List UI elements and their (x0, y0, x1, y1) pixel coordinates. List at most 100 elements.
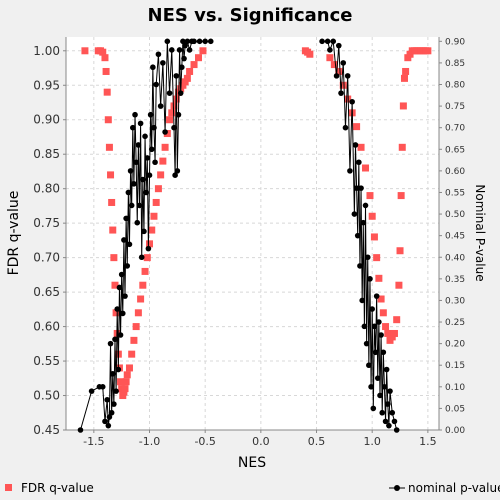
pval-point (122, 293, 128, 299)
fdr-point (159, 157, 167, 165)
pval-point (135, 142, 142, 148)
fdr-point (154, 185, 162, 193)
pval-point (132, 111, 138, 118)
pval-point (182, 42, 188, 49)
fdr-point (400, 74, 408, 82)
fdr-point (137, 295, 145, 303)
pval-point (147, 111, 154, 118)
pval-point (102, 418, 108, 425)
pval-point (153, 81, 159, 88)
pval-point (106, 414, 113, 420)
y2-tick-label: 0.55 (445, 188, 465, 198)
x-axis-label: NES (238, 455, 266, 471)
y2-tick-label: 0.25 (445, 318, 465, 328)
pval-point (347, 168, 353, 174)
fdr-point (344, 95, 352, 103)
pval-point (166, 90, 173, 96)
y2-tick-label: 0.15 (445, 361, 465, 371)
chart-title: NES vs. Significance (148, 5, 353, 26)
pval-point (138, 254, 145, 261)
pval-point (364, 254, 371, 261)
fdr-point (148, 226, 156, 234)
pval-point (352, 142, 359, 148)
y-tick-label: 0.95 (33, 78, 60, 92)
fdr-point (199, 47, 207, 55)
pval-point (393, 427, 400, 433)
pval-point (173, 73, 180, 79)
pval-point (114, 306, 121, 312)
fdr-point (402, 67, 410, 75)
fdr-point (398, 143, 406, 151)
fdr-point (130, 336, 138, 344)
pval-point (368, 384, 374, 390)
fdr-point (370, 233, 378, 241)
x-tick-label: -0.5 (194, 435, 215, 448)
fdr-point (373, 254, 381, 262)
fdr-point (362, 164, 370, 172)
pval-point (142, 133, 148, 140)
pval-point (349, 98, 355, 105)
fdr-point (366, 192, 374, 200)
legend-pval-label: nominal p-value (408, 481, 500, 495)
pval-point (171, 124, 177, 131)
pval-point (191, 38, 197, 45)
pval-point (181, 55, 187, 62)
pval-point (117, 332, 124, 338)
pval-point (125, 189, 132, 196)
fdr-point (105, 143, 113, 151)
pval-point (196, 38, 203, 45)
pval-point (370, 405, 377, 412)
pval-point (162, 129, 168, 135)
pval-point (389, 409, 396, 416)
fdr-point (330, 61, 338, 69)
pval-point (88, 388, 95, 394)
pval-point (107, 340, 114, 347)
y2-tick-label: 0.65 (445, 145, 465, 155)
fdr-point (353, 123, 361, 131)
pval-point (373, 293, 380, 299)
fdr-point (102, 67, 110, 75)
pval-point (133, 159, 139, 166)
fdr-point (397, 192, 405, 200)
fdr-point (81, 47, 89, 55)
fdr-point (194, 54, 202, 62)
fdr-point (123, 371, 131, 379)
pval-point (371, 323, 378, 330)
fdr-point (108, 198, 116, 206)
pval-point (105, 422, 112, 429)
pval-point (126, 241, 133, 248)
pval-point (118, 271, 125, 278)
pval-point (136, 202, 143, 209)
fdr-point (111, 281, 119, 289)
y-tick-label: 0.50 (33, 389, 60, 403)
fdr-point (107, 171, 115, 179)
pval-point (134, 219, 141, 226)
pval-point (176, 47, 183, 53)
fdr-point (306, 50, 314, 58)
fdr-point (134, 309, 142, 317)
y2-tick-label: 0.20 (445, 340, 465, 350)
pval-point (357, 263, 363, 269)
pval-point (340, 60, 347, 66)
pval-point (381, 384, 388, 390)
pval-point (330, 38, 337, 45)
y-tick-label: 0.45 (33, 423, 60, 437)
fdr-point (183, 74, 191, 82)
series-fdr-q-value (81, 47, 432, 400)
pval-point (152, 159, 158, 166)
y-tick-label: 0.75 (33, 216, 60, 230)
fdr-point (399, 102, 407, 110)
x-tick-label: 0.5 (308, 435, 326, 448)
pval-point (150, 64, 156, 71)
pval-point (344, 73, 351, 79)
pval-point (333, 73, 340, 79)
fdr-point (190, 61, 198, 69)
pval-point (367, 276, 373, 282)
y-tick-label: 0.60 (33, 320, 60, 334)
fdr-point (103, 88, 111, 96)
pval-point (140, 176, 146, 183)
pval-point (369, 306, 375, 312)
pval-point (127, 168, 134, 174)
pval-point (174, 168, 181, 174)
